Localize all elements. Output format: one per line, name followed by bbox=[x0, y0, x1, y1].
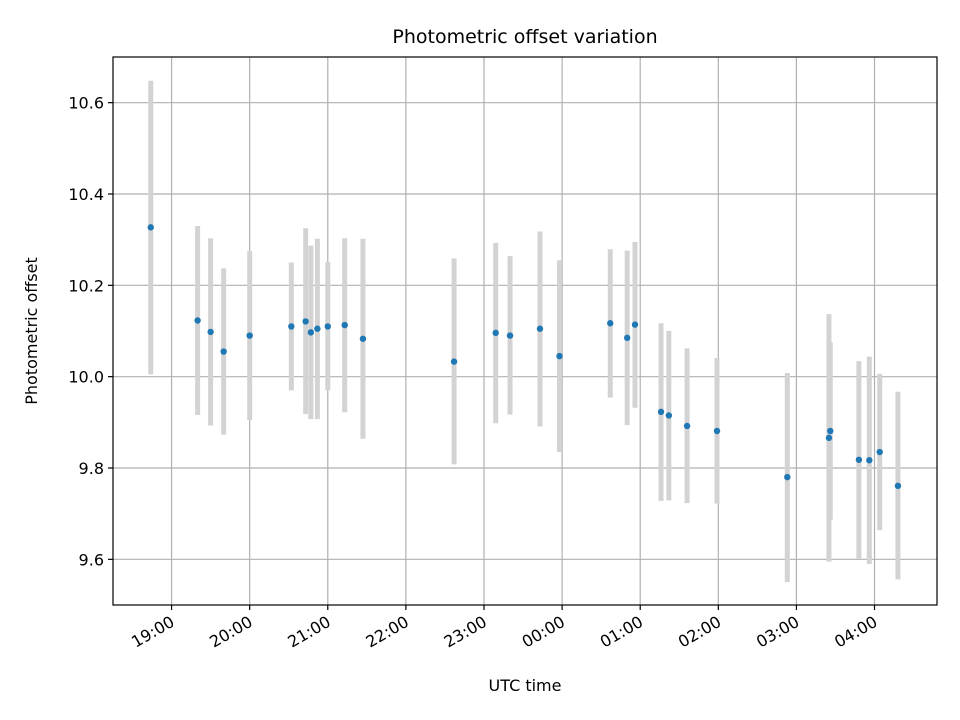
data-point bbox=[876, 448, 883, 456]
data-point bbox=[307, 329, 315, 336]
y-tick-label: 10.0 bbox=[68, 368, 104, 387]
data-point bbox=[194, 317, 201, 324]
data-point bbox=[246, 332, 253, 339]
y-axis: 9.6 9.8 10.0 10.2 10.4 10.6 bbox=[68, 94, 113, 569]
data-point bbox=[359, 335, 367, 342]
data-point bbox=[827, 427, 834, 435]
data-point bbox=[894, 482, 902, 490]
data-point bbox=[713, 427, 721, 435]
grid bbox=[113, 57, 937, 605]
data-point bbox=[341, 321, 348, 329]
data-point bbox=[207, 328, 214, 336]
data-point bbox=[683, 422, 691, 430]
data-point bbox=[536, 325, 544, 332]
data-point bbox=[450, 358, 458, 365]
data-point bbox=[324, 323, 331, 330]
data-point bbox=[866, 457, 873, 464]
y-tick-label: 10.4 bbox=[68, 185, 104, 204]
y-tick-label: 9.6 bbox=[79, 550, 104, 569]
plot-frame bbox=[112, 56, 938, 606]
data-point bbox=[506, 332, 514, 339]
data-point bbox=[784, 473, 791, 481]
y-tick-label: 9.8 bbox=[79, 459, 104, 478]
data-point bbox=[631, 321, 639, 328]
data-points bbox=[147, 224, 902, 490]
data-point bbox=[314, 325, 321, 332]
data-point bbox=[657, 408, 665, 416]
y-axis-label: Photometric offset bbox=[22, 257, 41, 405]
data-point bbox=[288, 323, 295, 330]
data-point bbox=[492, 329, 499, 337]
data-point bbox=[556, 352, 563, 360]
data-point bbox=[220, 348, 227, 355]
data-point bbox=[623, 334, 631, 342]
y-tick-label: 10.2 bbox=[68, 276, 104, 295]
data-point bbox=[147, 224, 154, 231]
data-point bbox=[825, 434, 833, 442]
data-point bbox=[665, 412, 673, 419]
data-point bbox=[855, 456, 863, 463]
x-axis-label: UTC time bbox=[489, 676, 562, 695]
y-tick-label: 10.6 bbox=[68, 94, 104, 113]
data-point bbox=[607, 320, 614, 327]
data-point bbox=[302, 318, 309, 325]
chart-title: Photometric offset variation bbox=[392, 26, 657, 48]
